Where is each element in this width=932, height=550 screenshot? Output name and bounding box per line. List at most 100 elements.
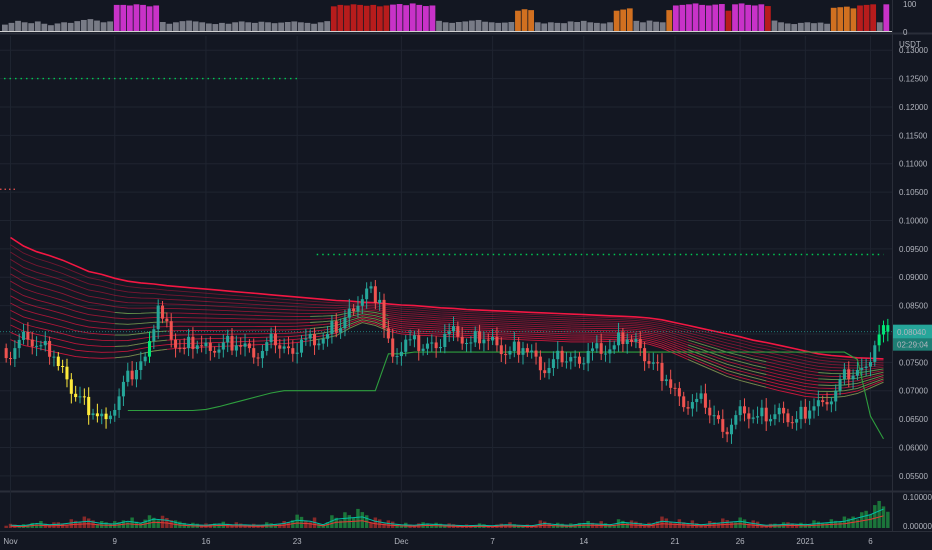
candle-body xyxy=(517,341,521,355)
oscillator-bar xyxy=(409,3,416,31)
volume-bar xyxy=(430,524,434,528)
volume-bar xyxy=(373,517,378,528)
price-tick-label: 0.10000 xyxy=(899,216,928,225)
candle-body xyxy=(100,413,104,417)
candle-body xyxy=(61,366,65,368)
oscillator-bar xyxy=(718,4,725,32)
candle-body xyxy=(213,350,217,353)
ribbon-line xyxy=(10,288,884,377)
volume-bar xyxy=(317,523,321,528)
volume-bar xyxy=(160,515,165,528)
ribbon-green-line xyxy=(818,368,884,375)
oscillator-bar xyxy=(528,10,534,32)
oscillator-bar xyxy=(837,7,844,32)
oscillator-bar xyxy=(705,5,712,32)
candle-body xyxy=(308,333,312,339)
candle-body xyxy=(52,356,56,358)
volume-bar xyxy=(351,517,356,528)
volume-bar xyxy=(820,522,825,528)
candle-body xyxy=(734,415,738,425)
volume-bar xyxy=(668,521,673,528)
oscillator-bar xyxy=(626,8,633,31)
oscillator-bar xyxy=(449,22,456,31)
candle-body xyxy=(239,345,243,347)
volume-bar xyxy=(751,520,755,528)
candle-body xyxy=(886,325,890,332)
price-tick-label: 0.13000 xyxy=(899,46,928,55)
ribbon-line xyxy=(10,259,884,366)
volume-bar xyxy=(126,522,130,528)
countdown-label: 02:29:04 xyxy=(897,341,929,350)
candle-body xyxy=(373,286,377,304)
volume-bar xyxy=(130,517,134,528)
oscillator-bar xyxy=(278,22,285,31)
volume-bar xyxy=(278,524,282,528)
volume-bar xyxy=(703,525,708,528)
volume-bar xyxy=(356,508,360,528)
oscillator-bar xyxy=(455,22,462,31)
volume-bar xyxy=(191,522,195,528)
oscillator-bar xyxy=(758,4,765,32)
candle-body xyxy=(56,356,60,367)
candle-body xyxy=(460,336,464,344)
volume-bar xyxy=(738,517,742,528)
candle-body xyxy=(299,339,304,353)
oscillator-bar xyxy=(817,22,824,31)
volume-bar xyxy=(282,521,286,528)
volume-bar xyxy=(868,514,873,528)
volume-bar xyxy=(864,510,868,528)
candle-body xyxy=(825,402,829,405)
volume-bar xyxy=(95,524,100,528)
candle-body xyxy=(604,353,608,355)
candle-body xyxy=(760,407,764,417)
candle-body xyxy=(769,419,773,422)
oscillator-bar xyxy=(640,22,646,31)
oscillator-bar xyxy=(712,4,719,31)
volume-bar xyxy=(304,520,308,528)
oscillator-bar xyxy=(541,23,548,31)
candle-body xyxy=(777,407,781,415)
volume-bar xyxy=(595,523,599,528)
candle-body xyxy=(821,400,825,403)
oscillator-bar xyxy=(173,22,179,31)
oscillator-bar xyxy=(495,22,502,31)
oscillator-bar xyxy=(521,9,528,31)
ribbon-line xyxy=(10,320,884,395)
oscillator-bar xyxy=(587,22,594,31)
candle-body xyxy=(456,326,460,337)
volume-bar xyxy=(390,521,395,528)
x-axis-label: 23 xyxy=(293,537,302,546)
candle-body xyxy=(773,414,777,420)
oscillator-bar xyxy=(751,5,758,32)
candle-body xyxy=(256,357,260,359)
volume-bar xyxy=(647,522,651,528)
oscillator-bar xyxy=(653,21,659,31)
x-axis-label: 16 xyxy=(202,537,211,546)
oscillator-bar xyxy=(8,22,15,31)
oscillator-bar xyxy=(153,5,160,32)
ribbon-green-line xyxy=(114,339,167,347)
oscillator-bar xyxy=(883,4,890,32)
ribbon-green-line xyxy=(818,378,884,392)
candle-body xyxy=(200,345,204,347)
candle-body xyxy=(525,348,529,353)
volume-bar xyxy=(842,516,847,528)
candle-body xyxy=(313,333,317,346)
candle-body xyxy=(330,321,334,334)
candle-body xyxy=(104,413,108,420)
oscillator-bar xyxy=(41,23,48,31)
oscillator-bar xyxy=(725,10,732,31)
candle-body xyxy=(365,288,369,300)
candle-body xyxy=(495,336,499,346)
candle-body xyxy=(360,299,364,306)
candle-body xyxy=(260,350,264,359)
oscillator-bar xyxy=(212,24,219,31)
candle-body xyxy=(716,415,720,420)
volume-bar xyxy=(338,520,343,528)
candle-body xyxy=(4,348,8,359)
currency-label: USDT xyxy=(899,40,921,49)
candle-body xyxy=(139,361,143,370)
volume-bar xyxy=(855,519,860,528)
oscillator-bar xyxy=(61,22,67,31)
